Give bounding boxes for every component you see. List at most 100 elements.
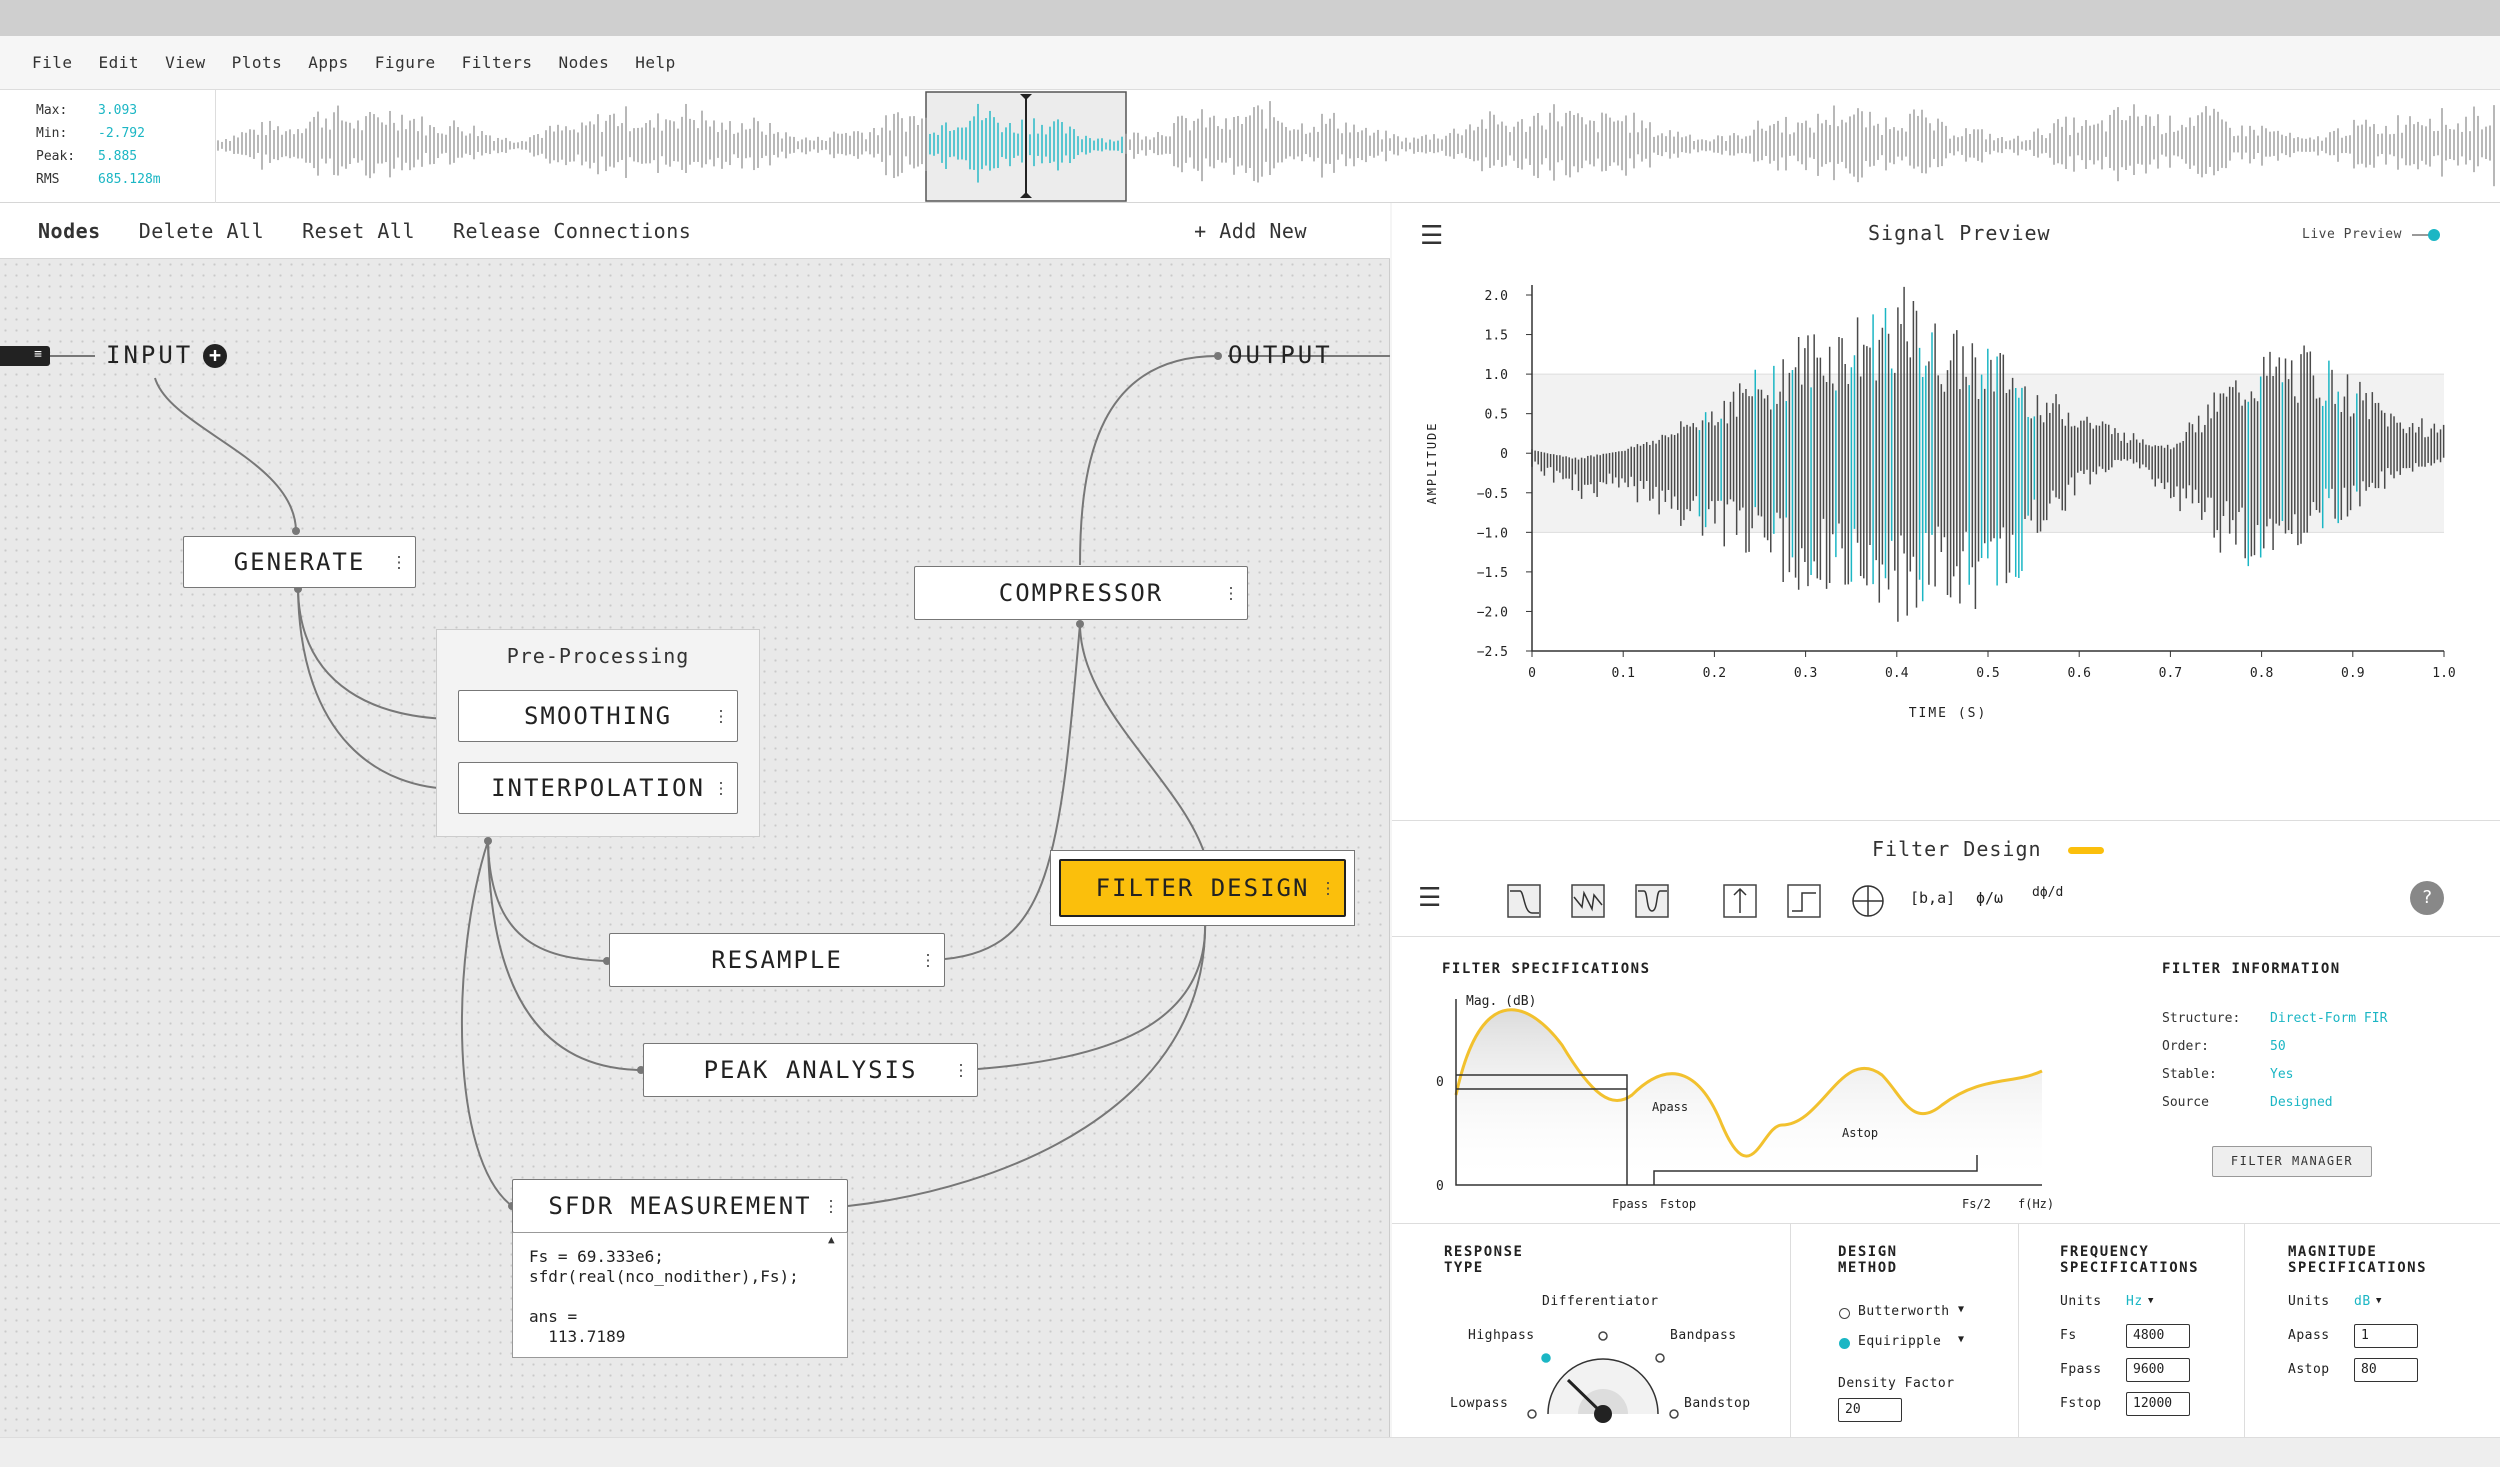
port-output-in[interactable] <box>1214 352 1222 360</box>
wire-pre-resample[interactable] <box>487 840 608 962</box>
step-response-icon[interactable] <box>1786 883 1822 919</box>
node-menu-icon[interactable]: ⋮ <box>920 950 936 970</box>
impulse-response-icon[interactable] <box>1722 883 1758 919</box>
menu-help[interactable]: Help <box>635 53 676 72</box>
chevron-down-icon[interactable]: ▼ <box>2376 1296 2382 1306</box>
fpass-input[interactable]: 9600 <box>2126 1358 2190 1382</box>
overview-waveform[interactable] <box>216 90 2500 203</box>
wire-generate-smoothing[interactable] <box>297 588 457 720</box>
response-type-dial[interactable] <box>1508 1314 1708 1434</box>
radio-lowpass[interactable] <box>1527 1409 1537 1419</box>
menu-filters[interactable]: Filters <box>461 53 533 72</box>
chevron-down-icon[interactable]: ▼ <box>1958 1334 1965 1345</box>
wire-peak-filter[interactable] <box>977 918 1207 1070</box>
node-sfdr-measurement[interactable]: SFDR MEASUREMENT ⋮ <box>512 1179 848 1233</box>
menu-apps[interactable]: Apps <box>308 53 349 72</box>
node-resample[interactable]: RESAMPLE ⋮ <box>609 933 945 987</box>
input-handle[interactable]: ≡ <box>0 346 50 366</box>
fs-input[interactable]: 4800 <box>2126 1324 2190 1348</box>
equiripple-label[interactable]: Equiripple <box>1858 1334 1942 1349</box>
filter-manager-button[interactable]: FILTER MANAGER <box>2212 1146 2372 1177</box>
mag-units-select[interactable]: dB <box>2354 1294 2371 1309</box>
freq-units-select[interactable]: Hz <box>2126 1294 2143 1309</box>
node-smoothing[interactable]: SMOOTHING ⋮ <box>458 690 738 742</box>
node-menu-icon[interactable]: ⋮ <box>1320 878 1336 898</box>
node-menu-icon[interactable]: ⋮ <box>713 778 729 798</box>
chevron-down-icon[interactable]: ▼ <box>2148 1296 2154 1306</box>
reset-all-button[interactable]: Reset All <box>302 218 416 243</box>
delete-all-button[interactable]: Delete All <box>138 218 265 243</box>
menu-figure[interactable]: Figure <box>374 53 436 72</box>
differentiator-label[interactable]: Differentiator <box>1542 1294 1659 1309</box>
node-peak-analysis[interactable]: PEAK ANALYSIS ⋮ <box>643 1043 978 1097</box>
lowpass-label[interactable]: Lowpass <box>1450 1396 1509 1411</box>
node-resample-label: RESAMPLE <box>711 946 843 974</box>
radio-highpass[interactable] <box>1541 1353 1551 1363</box>
radio-bandstop[interactable] <box>1669 1409 1679 1419</box>
radio-differentiator[interactable] <box>1598 1331 1608 1341</box>
radio-equiripple[interactable] <box>1839 1338 1850 1349</box>
notch-response-icon[interactable] <box>1570 883 1606 919</box>
dial-knob[interactable] <box>1594 1405 1612 1423</box>
wire-generate-interpolation[interactable] <box>297 588 457 790</box>
node-menu-icon[interactable]: ⋮ <box>1223 583 1239 603</box>
menu-icon[interactable]: ☰ <box>1420 221 1444 251</box>
wire-input-generate[interactable] <box>154 377 297 532</box>
node-interpolation[interactable]: INTERPOLATION ⋮ <box>458 762 738 814</box>
phase-response-icon[interactable]: ϕ/ω <box>1976 889 2004 907</box>
release-connections-button[interactable]: Release Connections <box>453 218 692 243</box>
menu-edit[interactable]: Edit <box>98 53 140 72</box>
pole-zero-icon[interactable] <box>1850 883 1886 919</box>
tab-nodes[interactable]: Nodes <box>38 218 101 243</box>
highpass-label[interactable]: Highpass <box>1468 1328 1535 1343</box>
help-icon[interactable]: ? <box>2410 881 2444 915</box>
node-compressor[interactable]: COMPRESSOR ⋮ <box>914 566 1248 620</box>
radio-bandpass[interactable] <box>1655 1353 1665 1363</box>
node-generate[interactable]: GENERATE ⋮ <box>183 536 416 588</box>
port-pre-out[interactable] <box>484 837 492 845</box>
node-menu-icon[interactable]: ⋮ <box>823 1196 839 1216</box>
radio-butterworth[interactable] <box>1839 1308 1850 1319</box>
bandstop-label[interactable]: Bandstop <box>1684 1396 1751 1411</box>
collapse-caret-icon[interactable]: ▲ <box>828 1233 835 1246</box>
menu-nodes[interactable]: Nodes <box>558 53 610 72</box>
coefficients-icon[interactable]: [b,a] <box>1910 889 1956 907</box>
bandpass-label[interactable]: Bandpass <box>1670 1328 1737 1343</box>
bandstop-icon[interactable] <box>1634 883 1670 919</box>
menu-plots[interactable]: Plots <box>231 53 283 72</box>
add-new-button[interactable]: + Add New <box>1194 219 1307 243</box>
wire-pre-peak[interactable] <box>487 840 642 1071</box>
menu-icon[interactable]: ☰ <box>1418 883 1442 913</box>
wire-resample-compressor[interactable] <box>944 623 1081 960</box>
port-compressor-out[interactable] <box>1076 620 1084 628</box>
sfdr-output-console[interactable]: Fs = 69.333e6; sfdr(real(nco_nodither),F… <box>512 1232 848 1358</box>
y-axis-label: AMPLITUDE <box>1425 421 1439 504</box>
butterworth-label[interactable]: Butterworth <box>1858 1304 1950 1319</box>
live-preview-toggle-track[interactable] <box>2412 234 2436 236</box>
lowpass-icon[interactable] <box>1506 883 1542 919</box>
wire-compressor-filter[interactable] <box>1079 623 1206 856</box>
density-factor-input[interactable]: 20 <box>1838 1398 1902 1422</box>
node-menu-icon[interactable]: ⋮ <box>391 552 407 572</box>
group-delay-icon[interactable]: dϕ/d <box>2032 885 2064 900</box>
node-filter-design[interactable]: FILTER DESIGN ⋮ <box>1059 859 1346 917</box>
live-preview-toggle-knob[interactable] <box>2428 229 2440 241</box>
node-canvas[interactable]: ≡ INPUT + OUTPUT GENERATE ⋮ COMPRESSOR ⋮… <box>0 259 1390 1437</box>
node-menu-icon[interactable]: ⋮ <box>953 1060 969 1080</box>
magnitude-curve <box>1454 1008 2043 1158</box>
menu-file[interactable]: File <box>32 53 73 72</box>
menu-view[interactable]: View <box>165 53 206 72</box>
wire-compressor-output[interactable] <box>1079 355 1219 566</box>
fstop-input[interactable]: 12000 <box>2126 1392 2190 1416</box>
node-menu-icon[interactable]: ⋮ <box>713 706 729 726</box>
wire-sfdr-filter[interactable] <box>847 918 1207 1207</box>
astop-input[interactable]: 80 <box>2354 1358 2418 1382</box>
stopband-mask <box>1653 1155 1978 1185</box>
add-input-icon[interactable]: + <box>203 344 227 368</box>
info-order: Order: 50 <box>2162 1039 2286 1054</box>
stat-rms: RMS 685.128m <box>36 172 161 187</box>
port-generate-in[interactable] <box>292 527 300 535</box>
chevron-down-icon[interactable]: ▼ <box>1958 1304 1965 1315</box>
wire-pre-sfdr[interactable] <box>460 840 513 1207</box>
apass-input[interactable]: 1 <box>2354 1324 2418 1348</box>
